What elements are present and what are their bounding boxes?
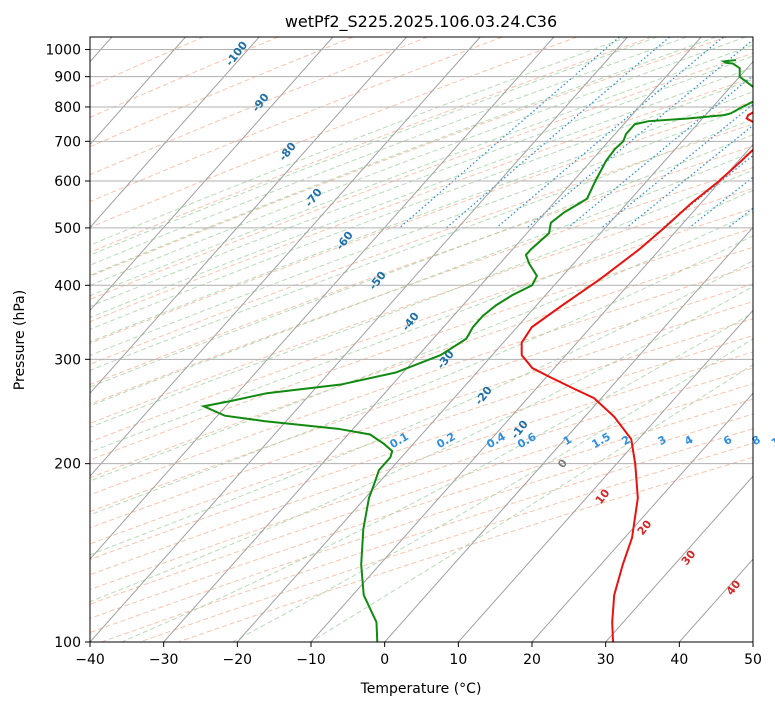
moist-adiabat-line xyxy=(232,338,753,642)
y-tick-label: 800 xyxy=(54,100,81,116)
dry-adiabat-line xyxy=(90,335,753,560)
y-tick-label: 600 xyxy=(54,174,81,190)
chart-title: wetPf2_S225.2025.106.03.24.C36 xyxy=(285,12,557,32)
dry-adiabat-line xyxy=(90,77,753,323)
plot-frame xyxy=(89,36,754,643)
isotherm-line xyxy=(605,475,753,642)
moist-adiabat-line xyxy=(90,55,753,308)
moist-adiabat-line xyxy=(90,37,746,286)
isotherm-line xyxy=(310,143,753,642)
moist-adiabat-line xyxy=(90,235,753,516)
isotherm-line xyxy=(163,37,702,642)
moist-adiabat-line xyxy=(90,189,753,453)
moist-adiabat-line xyxy=(90,37,717,276)
y-tick-label: 500 xyxy=(54,221,81,237)
dry-adiabat-line xyxy=(90,37,578,228)
dry-adiabat-line xyxy=(90,187,753,424)
profiles xyxy=(200,59,753,642)
isotherm-line xyxy=(90,37,260,229)
isotherm-line xyxy=(90,37,481,477)
isotherm-line xyxy=(531,392,753,642)
isotherm-line xyxy=(90,37,186,146)
dry-adiabat-line xyxy=(90,37,204,88)
series-line-temperature xyxy=(520,111,753,642)
y-tick-label: 700 xyxy=(54,134,81,150)
mixing-ratio-line xyxy=(567,74,753,229)
x-tick-label: 30 xyxy=(597,652,615,668)
y-axis-label: Pressure (hPa) xyxy=(12,290,28,390)
x-axis: −40 −30 −20 −10 0 10 20 30 40 50 xyxy=(75,642,762,668)
series-line-dewpoint xyxy=(200,59,753,642)
moist-adiabat-line xyxy=(90,44,753,297)
mixing-ratio-line xyxy=(399,37,620,229)
y-tick-label: 1000 xyxy=(45,43,81,59)
x-tick-label: 40 xyxy=(670,652,688,668)
isotherms xyxy=(90,37,753,642)
moist-adiabat-line xyxy=(90,78,753,330)
isotherm-line xyxy=(90,37,334,312)
isotherm-line xyxy=(90,37,555,560)
dry-adiabat-line xyxy=(90,52,753,300)
moist-adiabat-line xyxy=(90,151,753,407)
dry-adiabat-line xyxy=(90,283,753,513)
y-tick-label: 100 xyxy=(54,635,81,651)
dry-adiabat-line xyxy=(90,37,652,253)
y-tick-label: 400 xyxy=(54,278,81,294)
isotherm-line xyxy=(384,226,753,642)
dry-adiabat-line xyxy=(90,37,279,118)
x-tick-label: −10 xyxy=(296,652,326,668)
dry-adiabat-line xyxy=(90,37,503,203)
isotherm-line xyxy=(90,37,407,395)
mixing-ratio-line xyxy=(601,103,753,229)
moist-adiabat-line xyxy=(90,285,753,603)
mixing-ratio-line xyxy=(495,37,724,229)
isotherm-line xyxy=(457,309,753,642)
isobars xyxy=(90,49,753,642)
dry-adiabat-line xyxy=(90,318,753,545)
dry-adiabat-line xyxy=(90,145,753,386)
y-tick-label: 900 xyxy=(54,70,81,86)
x-tick-label: 0 xyxy=(380,652,389,668)
dry-adiabat-line xyxy=(90,123,753,365)
y-tick-label: 300 xyxy=(54,352,81,368)
plot-area xyxy=(90,37,753,642)
dry-adiabat-line xyxy=(90,37,428,176)
mixing-ratio-label: 10 xyxy=(769,431,775,450)
x-tick-label: 50 xyxy=(744,652,762,668)
y-tick-label: 200 xyxy=(54,457,81,473)
dry-adiabat-line xyxy=(90,37,727,277)
moist-adiabat-line xyxy=(90,37,628,246)
x-tick-label: −40 xyxy=(75,652,105,668)
x-axis-label: Temperature (°C) xyxy=(360,681,482,697)
y-axis: 1000 900 800 700 600 500 400 300 200 100 xyxy=(45,43,90,651)
background-lines xyxy=(90,37,753,642)
dry-adiabat-line xyxy=(90,351,753,576)
dry-adiabat-line xyxy=(90,383,753,605)
mixing-ratio-line xyxy=(445,37,671,229)
moist-adiabat-line xyxy=(90,37,658,256)
moist-adiabat-line xyxy=(90,169,753,428)
x-tick-label: −30 xyxy=(149,652,179,668)
isotherm-line xyxy=(90,37,628,642)
x-tick-label: 10 xyxy=(449,652,467,668)
moist-adiabat-line xyxy=(90,118,753,371)
x-tick-label: 20 xyxy=(523,652,541,668)
x-tick-label: −20 xyxy=(223,652,253,668)
dry-adiabat-line xyxy=(90,300,753,529)
isotherm-line xyxy=(236,60,753,642)
